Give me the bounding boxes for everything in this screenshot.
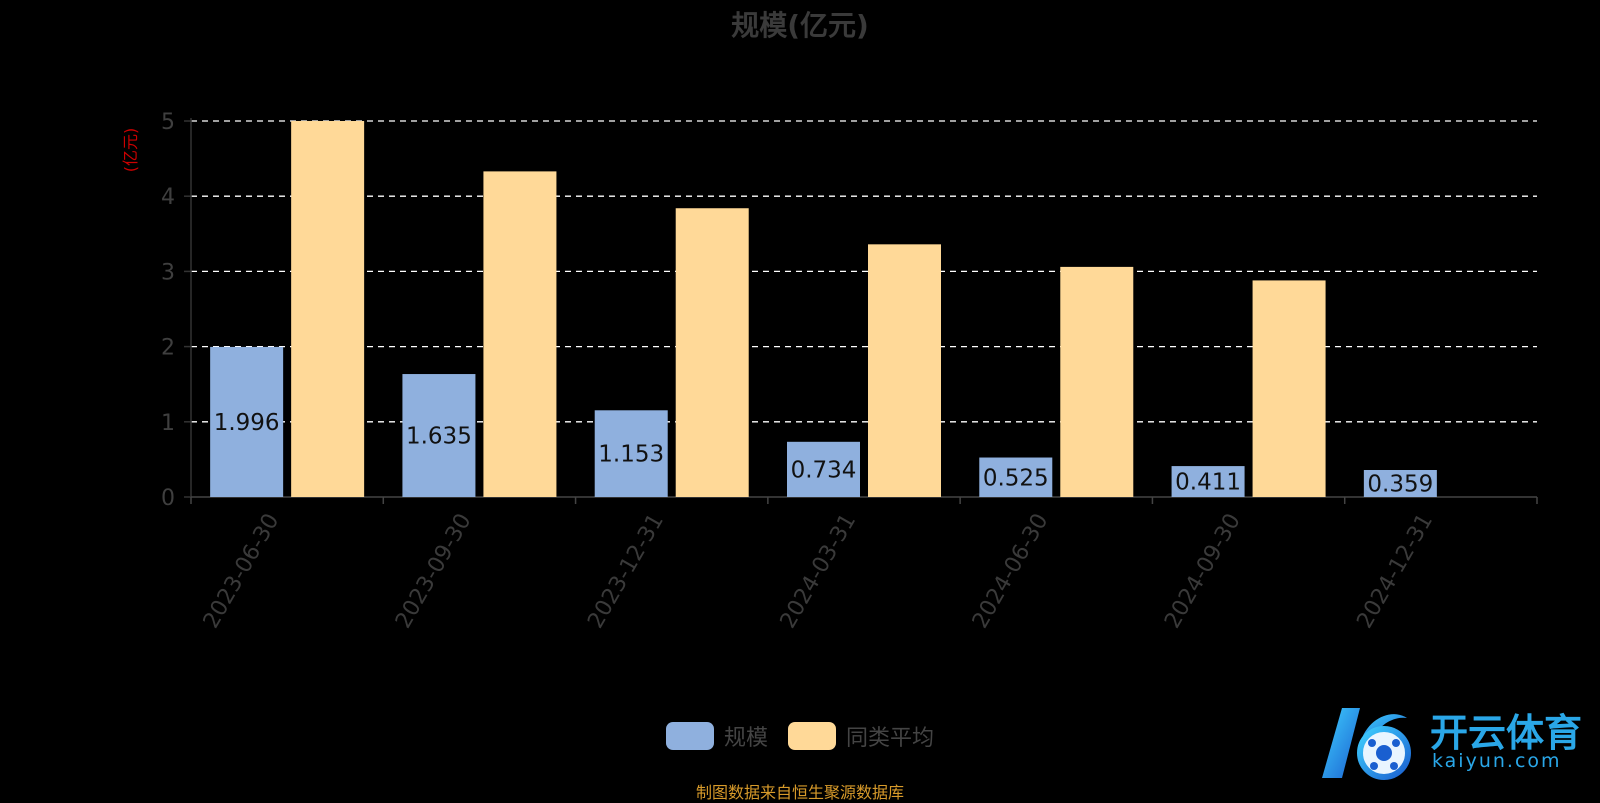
kaiyun-logo-domain: kaiyun.com xyxy=(1432,750,1562,772)
y-tick-label: 3 xyxy=(161,260,175,285)
y-tick-label: 2 xyxy=(161,336,175,361)
bar-scale xyxy=(979,457,1053,497)
data-label: 0.525 xyxy=(983,465,1049,491)
y-tick-label: 4 xyxy=(161,185,175,210)
chart-title: 规模(亿元) xyxy=(731,9,869,42)
bar-peer-average xyxy=(675,208,749,497)
legend-label-scale: 规模 xyxy=(723,726,768,751)
legend-swatch-scale xyxy=(665,722,714,750)
legend-item-peer-average[interactable]: 同类平均 xyxy=(788,720,934,752)
source-note: 制图数据来自恒生聚源数据库 xyxy=(695,783,904,802)
x-tick-label: 2024-03-31 xyxy=(776,510,862,633)
kaiyun-logo-name: 开云体育 xyxy=(1430,711,1583,755)
bar-scale xyxy=(1171,466,1245,497)
y-tick-label: 0 xyxy=(161,486,175,511)
bar-peer-average xyxy=(291,121,365,497)
bar-peer-average xyxy=(868,244,941,497)
x-tick-label: 2023-06-30 xyxy=(199,510,285,633)
bar-peer-average xyxy=(483,171,557,497)
bar-peer-average xyxy=(1252,280,1326,497)
data-label: 1.153 xyxy=(598,442,664,468)
data-label: 0.359 xyxy=(1367,472,1433,498)
data-label: 1.635 xyxy=(406,424,472,450)
legend-item-scale[interactable]: 规模 xyxy=(665,720,768,752)
data-label: 1.996 xyxy=(214,410,280,436)
bar-chart: 0 1 2 3 4 5 1.996 2023-06-30 1.635 2023-09-30 1.15… xyxy=(161,110,1538,633)
legend-label-peer-average: 同类平均 xyxy=(846,726,935,751)
y-tick-label: 1 xyxy=(161,411,175,436)
x-tick-label: 2024-09-30 xyxy=(1160,510,1246,633)
legend-swatch-peer-average xyxy=(788,722,836,750)
data-label: 0.734 xyxy=(791,457,857,483)
bar-scale xyxy=(594,410,668,497)
x-tick-label: 2023-09-30 xyxy=(391,510,477,633)
kaiyun-logo-icon xyxy=(1322,708,1411,780)
x-tick-label: 2023-12-31 xyxy=(583,510,669,633)
y-tick-label: 5 xyxy=(161,110,175,135)
data-label: 0.411 xyxy=(1175,470,1241,496)
bar-scale xyxy=(402,374,476,497)
bar-scale xyxy=(1363,470,1437,497)
x-tick-label: 2024-12-31 xyxy=(1352,510,1438,633)
bar-scale xyxy=(787,441,860,497)
bar-peer-average xyxy=(1060,266,1134,497)
x-tick-label: 2024-06-30 xyxy=(968,510,1054,633)
kaiyun-logo: 开云体育 kaiyun.com xyxy=(1312,698,1592,788)
bar-scale xyxy=(210,346,284,497)
legend: 规模 同类平均 xyxy=(0,720,1600,752)
